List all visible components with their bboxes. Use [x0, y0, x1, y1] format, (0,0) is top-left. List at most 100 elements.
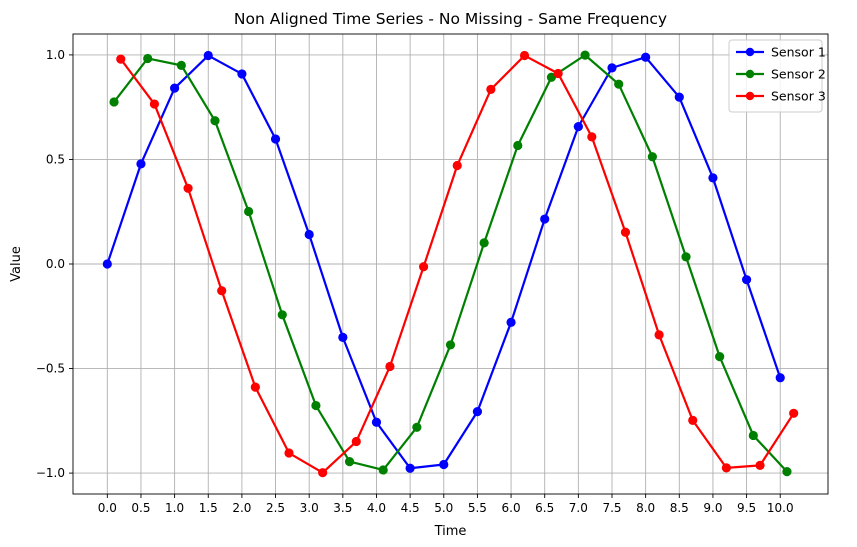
- x-tick-label: 7.5: [602, 501, 621, 515]
- data-point: [513, 140, 523, 151]
- x-tick-label: 1.0: [165, 501, 184, 515]
- data-point: [318, 468, 328, 478]
- chart-title: Non Aligned Time Series - No Missing - S…: [234, 10, 667, 28]
- data-point: [217, 286, 227, 296]
- data-point: [715, 352, 725, 362]
- legend-item: Sensor 2: [736, 67, 826, 82]
- legend-item: Sensor 1: [736, 45, 826, 60]
- data-point: [452, 160, 462, 171]
- legend-label: Sensor 1: [771, 45, 826, 60]
- legend: Sensor 1 Sensor 2 Sensor 3: [728, 39, 826, 113]
- data-point: [311, 400, 321, 411]
- series-layer: [102, 50, 799, 478]
- data-point: [479, 238, 489, 248]
- x-tick-label: 3.0: [300, 501, 319, 515]
- x-tick-label: 9.5: [737, 501, 756, 515]
- data-point: [149, 99, 160, 109]
- data-point: [506, 317, 516, 327]
- data-point: [210, 116, 220, 126]
- legend-marker: [745, 91, 755, 101]
- data-point: [540, 214, 550, 224]
- data-point: [378, 465, 388, 475]
- grid: [73, 34, 828, 494]
- series-sensor-3: [116, 50, 799, 478]
- x-tick-label: 7.0: [569, 501, 588, 515]
- data-point: [418, 262, 429, 272]
- x-tick-label: 2.5: [266, 501, 285, 515]
- x-tick-label: 1.5: [199, 501, 218, 515]
- x-tick-label: 3.5: [333, 501, 352, 515]
- data-point: [284, 448, 294, 458]
- data-point: [708, 173, 718, 183]
- y-tick-label: 1.0: [46, 48, 65, 62]
- data-point: [654, 330, 664, 340]
- data-point: [237, 69, 247, 79]
- x-tick-label: 4.0: [367, 501, 386, 515]
- x-tick-label: 2.0: [232, 501, 251, 515]
- x-tick-label: 0.5: [131, 501, 150, 515]
- data-point: [674, 92, 684, 102]
- data-point: [775, 373, 785, 383]
- x-tick-label: 5.5: [468, 501, 487, 515]
- x-tick-label: 8.0: [636, 501, 655, 515]
- data-point: [607, 63, 617, 73]
- data-point: [587, 132, 597, 142]
- data-point: [304, 229, 314, 240]
- data-point: [620, 227, 631, 237]
- data-point: [681, 252, 691, 262]
- data-point: [553, 68, 563, 79]
- data-point: [748, 430, 758, 441]
- data-point: [439, 459, 449, 470]
- x-tick-label: 6.5: [535, 501, 554, 515]
- legend-item: Sensor 3: [736, 89, 826, 104]
- data-point: [405, 463, 415, 473]
- y-axis-label: Value: [9, 246, 24, 282]
- data-point: [519, 50, 530, 61]
- data-point: [472, 407, 483, 417]
- data-point: [385, 361, 395, 372]
- data-point: [170, 83, 180, 93]
- data-point: [573, 122, 583, 132]
- data-point: [445, 340, 456, 350]
- data-point: [641, 52, 651, 62]
- data-point: [183, 183, 193, 193]
- data-point: [614, 79, 624, 89]
- x-tick-label: 4.5: [401, 501, 420, 515]
- data-point: [782, 467, 792, 477]
- legend-marker: [745, 69, 755, 79]
- legend-label: Sensor 3: [771, 89, 826, 104]
- data-point: [244, 206, 254, 217]
- x-tick-label: 9.0: [703, 501, 722, 515]
- data-point: [688, 415, 698, 425]
- data-point: [143, 53, 153, 64]
- series-sensor-1: [102, 50, 785, 473]
- data-point: [277, 310, 287, 320]
- y-tick-label: 0.0: [46, 257, 65, 271]
- x-tick-label: 5.0: [434, 501, 453, 515]
- data-point: [102, 259, 112, 269]
- data-point: [486, 84, 496, 95]
- data-point: [338, 332, 348, 342]
- data-point: [136, 159, 146, 169]
- data-point: [741, 275, 752, 285]
- data-point: [371, 417, 382, 427]
- data-point: [546, 72, 557, 82]
- data-point: [344, 456, 355, 467]
- y-tick-label: −1.0: [36, 466, 65, 480]
- data-point: [109, 97, 119, 107]
- data-point: [250, 382, 260, 392]
- data-point: [351, 436, 361, 447]
- data-point: [116, 54, 126, 64]
- data-point: [721, 463, 731, 473]
- x-tick-label: 0.0: [98, 501, 117, 515]
- legend-marker: [745, 47, 755, 57]
- data-point: [580, 50, 590, 60]
- data-point: [270, 134, 281, 144]
- y-tick-label: −0.5: [36, 362, 65, 376]
- legend-label: Sensor 2: [771, 67, 826, 82]
- x-axis-label: Time: [434, 524, 467, 539]
- data-point: [176, 60, 186, 70]
- y-tick-label: 0.5: [46, 152, 65, 166]
